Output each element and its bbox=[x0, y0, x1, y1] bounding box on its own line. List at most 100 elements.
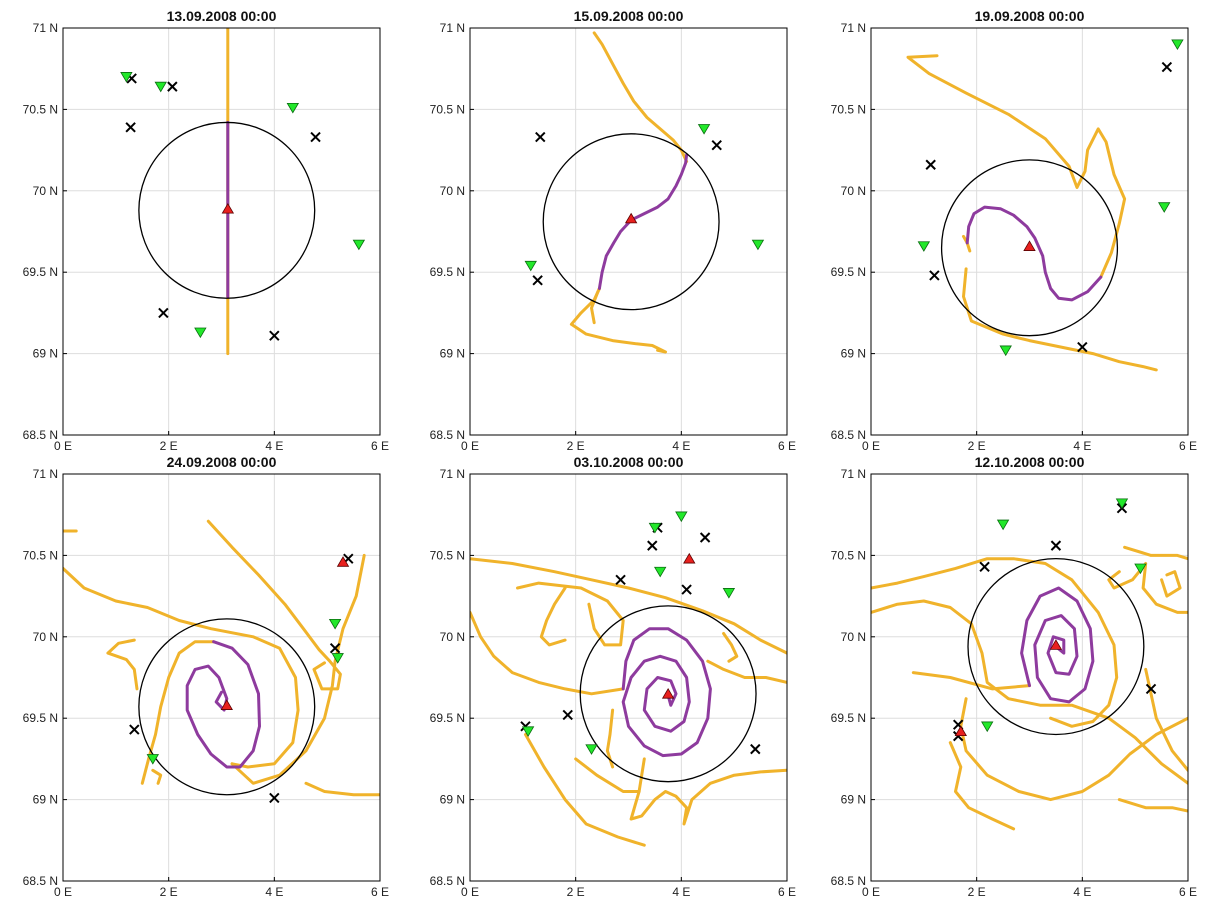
cross-marker bbox=[929, 270, 940, 281]
cross-stroke bbox=[520, 721, 531, 732]
green-triangle-marker bbox=[154, 81, 167, 93]
filament-curve bbox=[470, 610, 625, 696]
cross-stroke bbox=[681, 584, 692, 595]
x-tick-label: 2 E bbox=[160, 439, 178, 453]
filament-curve bbox=[871, 557, 1119, 728]
cross-marker bbox=[269, 792, 280, 804]
plot-area bbox=[63, 28, 380, 435]
x-tick-label: 0 E bbox=[862, 439, 880, 453]
cross-marker bbox=[532, 275, 543, 286]
panel-title: 24.09.2008 00:00 bbox=[167, 454, 277, 470]
green-triangle-marker bbox=[352, 239, 366, 251]
green-triangle-marker bbox=[146, 754, 160, 765]
cross-marker bbox=[158, 307, 169, 319]
filament-curve bbox=[629, 757, 787, 826]
y-tick-label: 70 N bbox=[841, 630, 866, 644]
cross-stroke bbox=[532, 275, 543, 286]
y-tick-label: 68.5 N bbox=[23, 874, 58, 888]
cross-marker bbox=[129, 724, 140, 735]
panel-2: 0 E 2 E 4 E 6 E 68.5 N 69 N 69.5 N 70 N 70.5 N 71… bbox=[430, 8, 796, 453]
plot-area bbox=[470, 28, 787, 435]
cross-stroke bbox=[129, 724, 140, 735]
green-triangle-marker bbox=[999, 345, 1012, 357]
axes-frame bbox=[62, 473, 381, 882]
green-triangle-marker bbox=[996, 519, 1010, 531]
filament-curve bbox=[304, 781, 380, 797]
x-tick-label: 6 E bbox=[371, 439, 389, 453]
y-tick-label: 69.5 N bbox=[23, 265, 58, 279]
plot-area bbox=[63, 474, 380, 881]
eddy-core-curve bbox=[185, 640, 261, 769]
cross-stroke bbox=[269, 330, 280, 341]
green-triangle-marker bbox=[654, 566, 667, 578]
green-triangle-marker bbox=[286, 102, 300, 114]
green-triangle-marker bbox=[1115, 498, 1129, 510]
y-tick-label: 71 N bbox=[841, 21, 866, 35]
cross-marker bbox=[1145, 683, 1157, 695]
cross-marker bbox=[750, 743, 761, 755]
cross-stroke bbox=[1050, 540, 1062, 551]
x-tick-label: 6 E bbox=[1179, 885, 1197, 898]
y-tick-label: 70.5 N bbox=[430, 548, 465, 562]
filament-curve bbox=[151, 768, 163, 785]
green-triangle-marker bbox=[328, 618, 342, 630]
red-triangle-marker bbox=[221, 202, 235, 214]
filament-curve bbox=[590, 287, 601, 325]
plot-content bbox=[470, 511, 787, 847]
red-triangle-marker bbox=[220, 699, 233, 710]
filament-curve bbox=[63, 566, 300, 769]
filament-curve bbox=[706, 659, 787, 684]
y-tick-label: 70.5 N bbox=[831, 102, 866, 116]
x-tick-label: 4 E bbox=[1073, 439, 1091, 453]
red-triangle-marker bbox=[683, 552, 696, 564]
plot-area bbox=[871, 474, 1188, 881]
eddy-boundary-circle bbox=[542, 133, 720, 311]
x-tick-label: 2 E bbox=[567, 885, 585, 898]
cross-marker bbox=[1161, 61, 1173, 73]
y-tick-label: 70 N bbox=[440, 184, 465, 198]
x-tick-label: 0 E bbox=[54, 439, 72, 453]
eddy-boundary-circle bbox=[940, 159, 1119, 337]
cross-stroke bbox=[158, 307, 169, 319]
filament-curve bbox=[911, 671, 1031, 691]
cross-stroke bbox=[562, 709, 573, 721]
cross-stroke bbox=[310, 131, 321, 143]
panel-title: 13.09.2008 00:00 bbox=[167, 8, 277, 24]
cross-stroke bbox=[929, 270, 940, 281]
plot-content bbox=[871, 498, 1188, 831]
green-triangle-marker bbox=[751, 239, 765, 251]
axes-frame bbox=[469, 27, 788, 436]
y-tick-label: 69.5 N bbox=[831, 265, 866, 279]
cross-stroke bbox=[1077, 341, 1088, 353]
filament-curve bbox=[569, 287, 667, 354]
y-tick-label: 69 N bbox=[841, 793, 866, 807]
cross-marker bbox=[310, 131, 321, 143]
x-tick-label: 2 E bbox=[567, 439, 585, 453]
filament-curve bbox=[1107, 562, 1188, 614]
cross-stroke bbox=[1161, 61, 1173, 73]
cross-stroke bbox=[647, 540, 658, 551]
plot-content bbox=[906, 39, 1184, 372]
y-tick-label: 69 N bbox=[440, 347, 465, 361]
filament-curve bbox=[962, 267, 1158, 372]
y-tick-label: 70 N bbox=[33, 630, 58, 644]
green-triangle-marker bbox=[524, 260, 537, 272]
cross-marker bbox=[535, 131, 546, 143]
filament-curve bbox=[1160, 570, 1182, 598]
green-triangle-marker bbox=[722, 588, 736, 599]
x-tick-label: 0 E bbox=[461, 885, 479, 898]
x-tick-label: 6 E bbox=[778, 439, 796, 453]
cross-marker bbox=[711, 140, 722, 151]
cross-marker bbox=[562, 709, 573, 721]
filament-curve bbox=[539, 586, 567, 647]
y-tick-label: 71 N bbox=[440, 467, 465, 481]
green-triangle-marker bbox=[585, 744, 598, 755]
filament-curve bbox=[516, 581, 625, 647]
green-triangle-marker bbox=[120, 72, 133, 83]
panel-3: 0 E 2 E 4 E 6 E 68.5 N 69 N 69.5 N 70 N 70.5 N 71… bbox=[831, 8, 1197, 453]
filament-curve bbox=[574, 757, 641, 793]
cross-stroke bbox=[329, 642, 341, 654]
cross-stroke bbox=[979, 561, 990, 573]
x-tick-label: 2 E bbox=[968, 439, 986, 453]
cross-stroke bbox=[925, 159, 936, 170]
